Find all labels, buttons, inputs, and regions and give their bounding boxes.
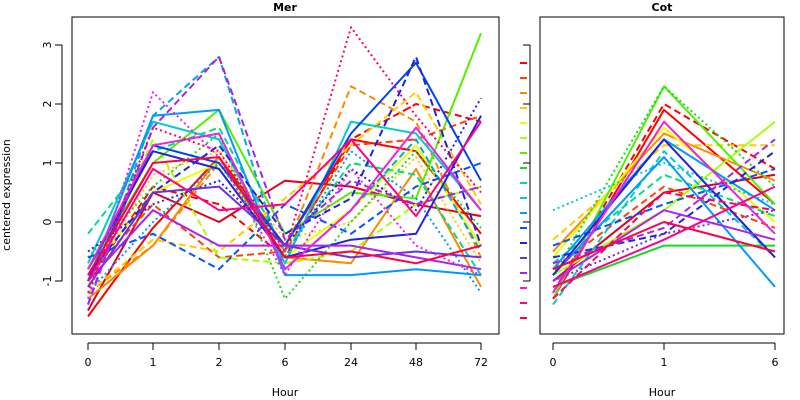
- x-tick-label-mer: 48: [409, 356, 423, 369]
- series-line-mer: [87, 114, 482, 276]
- series-group-mer: [87, 26, 482, 317]
- x-axis-label-mer: Hour: [272, 386, 299, 399]
- series-line-cot: [552, 173, 776, 265]
- series-line-mer: [87, 26, 482, 294]
- plot-frame-mer: [71, 16, 500, 335]
- series-line-mer: [87, 121, 482, 282]
- panel-mer: Mer Hour 0 1 2 6 24 48 72 -1 0 1 2 3: [41, 1, 500, 399]
- series-line-cot: [552, 144, 775, 241]
- series-line-mer: [87, 97, 482, 253]
- x-axis-label-cot: Hour: [649, 386, 676, 399]
- series-line-cot: [552, 221, 776, 271]
- series-line-cot: [552, 103, 776, 294]
- series-line-mer: [87, 120, 482, 265]
- x-tick-label-mer: 2: [216, 356, 223, 369]
- y-tick-label-mer: 2: [41, 101, 54, 108]
- series-line-mer: [87, 55, 482, 305]
- series-line-cot: [552, 138, 776, 265]
- series-line-cot: [552, 150, 776, 306]
- series-line-cot: [552, 209, 776, 282]
- panel-title-mer: Mer: [273, 1, 297, 14]
- color-key: [520, 62, 527, 319]
- series-line-mer: [87, 138, 482, 288]
- y-tick-label-mer: 1: [41, 160, 54, 167]
- x-tick-label-mer: 24: [344, 356, 358, 369]
- x-tick-label-cot: 6: [772, 356, 779, 369]
- series-line-cot: [552, 209, 776, 282]
- series-line-cot: [552, 162, 776, 212]
- axes-cot: 0 1 6: [523, 44, 779, 369]
- series-line-mer: [87, 156, 482, 276]
- series-group-cot: [552, 85, 776, 306]
- series-line-mer: [87, 209, 482, 282]
- axes-mer: 0 1 2 6 24 48 72 -1 0 1 2 3: [41, 42, 488, 370]
- series-line-cot: [552, 167, 776, 247]
- x-tick-label-cot: 0: [550, 356, 557, 369]
- series-line-cot: [552, 120, 776, 294]
- panel-title-cot: Cot: [652, 1, 673, 14]
- plot-frame-cot: [539, 16, 785, 335]
- panel-cot: Cot Hour 0 1 6: [523, 1, 785, 399]
- series-line-mer: [87, 126, 482, 271]
- x-tick-label-mer: 6: [282, 356, 289, 369]
- series-line-cot: [552, 85, 776, 300]
- y-axis-label: centered expression: [0, 139, 13, 251]
- x-tick-label-mer: 1: [150, 356, 157, 369]
- series-line-mer: [87, 91, 482, 300]
- y-tick-label-mer: -1: [41, 276, 54, 287]
- series-line-mer: [87, 132, 482, 300]
- x-tick-label-mer: 72: [474, 356, 488, 369]
- y-tick-label-mer: 0: [41, 219, 54, 226]
- x-tick-label-cot: 1: [661, 356, 668, 369]
- series-line-mer: [87, 108, 482, 282]
- series-line-mer: [87, 91, 482, 294]
- series-line-cot: [552, 185, 776, 288]
- series-line-cot: [552, 244, 775, 288]
- y-tick-label-mer: 3: [41, 42, 54, 49]
- x-tick-label-mer: 0: [85, 356, 92, 369]
- series-line-cot: [552, 185, 776, 271]
- series-line-mer: [87, 150, 482, 294]
